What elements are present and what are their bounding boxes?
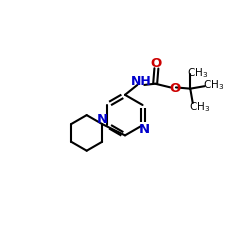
Text: O: O bbox=[151, 57, 162, 70]
Text: N: N bbox=[139, 123, 150, 136]
Text: CH$_3$: CH$_3$ bbox=[189, 100, 210, 114]
Text: CH$_3$: CH$_3$ bbox=[203, 78, 224, 92]
Text: N: N bbox=[96, 113, 108, 126]
Text: CH$_3$: CH$_3$ bbox=[186, 66, 208, 80]
Text: NH: NH bbox=[131, 75, 152, 88]
Text: O: O bbox=[169, 82, 180, 95]
